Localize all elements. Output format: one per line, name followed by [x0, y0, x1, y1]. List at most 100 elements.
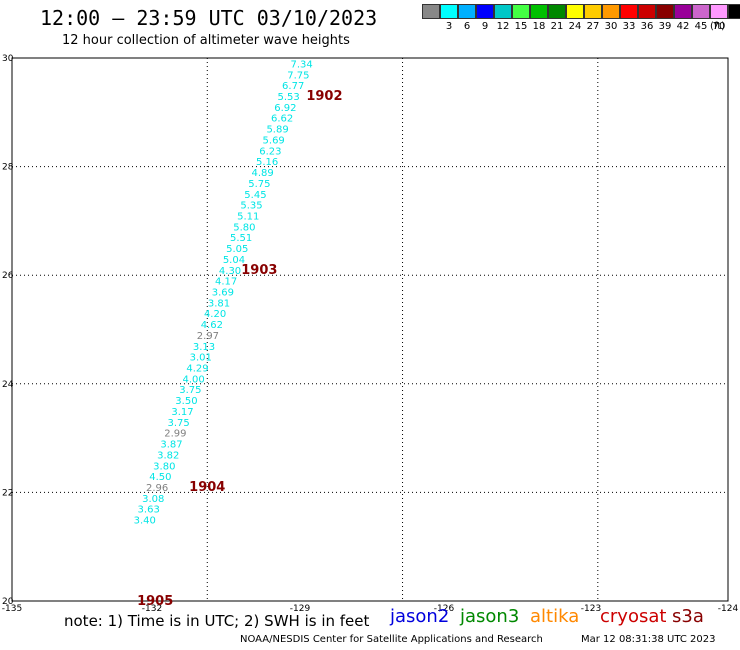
legend-label-14: 42 — [676, 21, 690, 32]
legend-swatch-16 — [710, 4, 728, 19]
data-point-jason3: 4.17 — [215, 277, 237, 288]
data-point-cryosat: 2.96 — [146, 483, 168, 494]
legend-label-1: 3 — [445, 21, 453, 32]
generated-timestamp: Mar 12 08:31:38 UTC 2023 — [581, 634, 716, 645]
data-point-jason3: 3.17 — [171, 407, 193, 418]
legend-swatch-4 — [494, 4, 512, 19]
data-point-jason3: 4.62 — [201, 320, 223, 331]
legend-label-4: 12 — [496, 21, 510, 32]
data-point-jason3: 4.50 — [149, 472, 171, 483]
data-point-jason3: 4.30 — [219, 266, 241, 277]
data-point-jason3: 5.80 — [233, 222, 255, 233]
track-id-label: 1904 — [189, 480, 225, 495]
data-point-jason3: 7.34 — [291, 59, 313, 70]
track-id-label: 1902 — [306, 89, 342, 104]
legend-swatch-17 — [728, 4, 740, 19]
x-tick-label: -132 — [142, 604, 162, 614]
y-tick-label: 22 — [2, 488, 13, 498]
data-point-jason3: 3.63 — [138, 505, 160, 516]
y-tick-label: 26 — [2, 271, 14, 281]
data-point-jason3: 5.35 — [240, 201, 262, 212]
y-tick-label: 30 — [2, 54, 14, 64]
legend-swatch-3 — [476, 4, 494, 19]
legend-swatch-7 — [548, 4, 566, 19]
x-tick-label: -129 — [290, 604, 311, 614]
y-tick-label: 28 — [2, 163, 14, 173]
legend-label-10: 30 — [604, 21, 618, 32]
legend-label-9: 27 — [586, 21, 600, 32]
legend-swatch-0 — [422, 4, 440, 19]
data-point-jason3: 3.50 — [175, 396, 197, 407]
legend-label-11: 33 — [622, 21, 636, 32]
color-scale-legend — [422, 4, 740, 19]
data-point-jason3: 3.40 — [134, 516, 156, 527]
color-scale-unit: (ft) — [710, 21, 726, 32]
x-tick-label: -124 — [718, 604, 739, 614]
data-point-jason3: 5.51 — [230, 233, 252, 244]
data-point-jason3: 7.75 — [287, 70, 309, 81]
legend-label-13: 39 — [658, 21, 672, 32]
data-point-cryosat: 2.99 — [164, 429, 186, 440]
x-tick-label: -126 — [434, 604, 455, 614]
color-scale-labels: 3 6 9 12 15 18 21 24 27 30 33 36 39 42 45 70 — [422, 21, 728, 32]
data-point-jason3: 6.62 — [271, 114, 293, 125]
data-point-jason3: 5.05 — [226, 244, 248, 255]
legend-label-2: 6 — [463, 21, 471, 32]
data-point-jason3: 3.01 — [190, 353, 212, 364]
data-point-jason3: 3.13 — [193, 342, 215, 353]
legend-label-15: 45 — [694, 21, 708, 32]
legend-label-16: 70 — [712, 21, 726, 32]
mission-label-altika: altika — [530, 606, 580, 627]
data-point-jason3: 6.92 — [274, 103, 296, 114]
data-point-jason3: 3.87 — [160, 440, 182, 451]
data-point-jason3: 5.16 — [256, 157, 278, 168]
legend-swatch-13 — [656, 4, 674, 19]
x-tick-label: -123 — [581, 604, 601, 614]
legend-swatch-12 — [638, 4, 656, 19]
data-point-jason3: 4.29 — [186, 364, 208, 375]
track-id-label: 1905 — [137, 594, 173, 609]
y-tick-label: 24 — [2, 380, 14, 390]
data-point-jason3: 4.89 — [251, 168, 273, 179]
legend-swatch-10 — [602, 4, 620, 19]
data-point-jason3: 5.69 — [263, 135, 285, 146]
legend-swatch-9 — [584, 4, 602, 19]
data-point-jason3: 3.81 — [208, 298, 230, 309]
data-point-jason3: 3.75 — [167, 418, 189, 429]
footnote: note: 1) Time is in UTC; 2) SWH is in fe… — [64, 612, 370, 630]
data-point-jason3: 5.11 — [237, 211, 259, 222]
legend-label-12: 36 — [640, 21, 654, 32]
data-point-jason3: 6.23 — [259, 146, 281, 157]
mission-label-jason2: jason2 — [390, 606, 450, 627]
plot-frame — [11, 57, 729, 602]
legend-swatch-1 — [440, 4, 458, 19]
track-id-label: 1903 — [241, 263, 277, 278]
data-point-jason3: 5.89 — [266, 125, 288, 136]
data-point-jason3: 3.08 — [142, 494, 164, 505]
data-point-jason3: 3.82 — [157, 450, 179, 461]
mission-label-s3a: s3a — [672, 606, 704, 627]
page-title: 12:00 – 23:59 UTC 03/10/2023 — [40, 6, 378, 30]
data-point-jason3: 3.69 — [212, 287, 234, 298]
data-point-jason3: 3.75 — [179, 385, 201, 396]
credit-text: NOAA/NESDIS Center for Satellite Applica… — [240, 634, 543, 645]
legend-swatch-8 — [566, 4, 584, 19]
legend-swatch-5 — [512, 4, 530, 19]
mission-label-jason3: jason3 — [460, 606, 520, 627]
legend-swatch-2 — [458, 4, 476, 19]
data-point-jason3: 6.77 — [282, 81, 304, 92]
data-point-jason3: 5.04 — [223, 255, 245, 266]
x-tick-label: -135 — [2, 604, 22, 614]
legend-label-3: 9 — [481, 21, 489, 32]
data-point-jason3: 4.20 — [204, 309, 226, 320]
y-tick-label: 20 — [2, 597, 14, 607]
data-point-jason3: 3.80 — [153, 461, 175, 472]
mission-label-cryosat: cryosat — [600, 606, 667, 627]
page-subtitle: 12 hour collection of altimeter wave hei… — [62, 33, 350, 48]
data-point-jason3: 5.75 — [248, 179, 270, 190]
legend-label-5: 15 — [514, 21, 528, 32]
legend-label-8: 24 — [568, 21, 582, 32]
legend-swatch-14 — [674, 4, 692, 19]
